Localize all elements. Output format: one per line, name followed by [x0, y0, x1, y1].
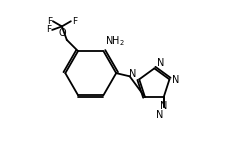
Text: F: F	[47, 17, 52, 26]
Text: F: F	[71, 17, 76, 26]
Text: O: O	[58, 28, 66, 38]
Text: N: N	[156, 58, 163, 68]
Text: F: F	[46, 25, 51, 35]
Text: N: N	[155, 110, 162, 120]
Text: N: N	[171, 75, 178, 85]
Text: N: N	[159, 101, 167, 111]
Text: NH$_2$: NH$_2$	[105, 34, 124, 48]
Text: N: N	[129, 69, 136, 79]
